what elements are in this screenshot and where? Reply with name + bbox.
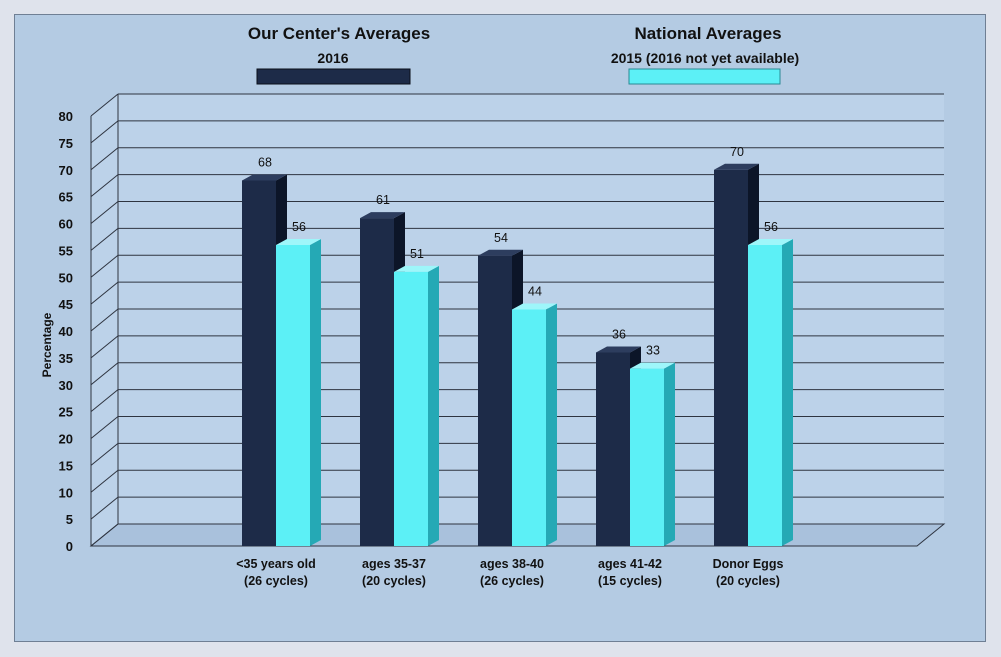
- y-tick-label: 45: [59, 297, 73, 312]
- data-label-our-center-35-years-old: 68: [258, 156, 272, 170]
- y-tick-label: 50: [59, 270, 73, 285]
- x-category-label: <35 years old: [236, 557, 316, 571]
- data-label-our-center-ages-41-42: 36: [612, 328, 626, 342]
- data-labels: 68 56 61 51 54 44 36 33 70 56: [258, 145, 778, 358]
- x-category-sublabel: (15 cycles): [598, 574, 662, 588]
- data-label-national-ages-35-37: 51: [410, 247, 424, 261]
- y-tick-label: 60: [59, 217, 73, 232]
- y-tick-label: 20: [59, 432, 73, 447]
- x-category-sublabel: (26 cycles): [244, 574, 308, 588]
- legend-title-our-center: Our Center's Averages: [248, 24, 430, 43]
- x-category-sublabel: (20 cycles): [362, 574, 426, 588]
- data-label-our-center-ages-38-40: 54: [494, 231, 508, 245]
- data-label-our-center-ages-35-37: 61: [376, 193, 390, 207]
- bar-national-ages-41-42: [630, 362, 675, 546]
- gridline-80: [90, 93, 944, 117]
- y-tick-label: 70: [59, 163, 73, 178]
- data-label-national-ages-41-42: 33: [646, 344, 660, 358]
- legend-title-national: National Averages: [634, 24, 781, 43]
- x-axis-categories: <35 years old (26 cycles) ages 35-37 (20 cy…: [236, 557, 783, 588]
- gridline-70: [90, 147, 944, 171]
- bar-national-donor-eggs: [748, 239, 793, 546]
- y-tick-label: 55: [59, 243, 73, 258]
- legend-subtitle-our-center: 2016: [317, 50, 348, 66]
- y-tick-label: 75: [59, 136, 73, 151]
- y-tick-label: 35: [59, 351, 73, 366]
- legend-swatch-our-center: [256, 68, 411, 85]
- data-label-national-donor-eggs: 56: [764, 220, 778, 234]
- y-axis-ticks: 0 5 10 15 20 25 30 35 40 45 50 55 60 65 70 75 80: [59, 109, 73, 554]
- legend-swatch-national: [628, 68, 781, 85]
- chart: 0 5 10 15 20 25 30 35 40 45 50 55 60 65 70 75 80 Percent…: [40, 24, 946, 588]
- bar-national-35-years-old: [276, 239, 321, 546]
- y-tick-label: 80: [59, 109, 73, 124]
- y-tick-label: 15: [59, 458, 73, 473]
- y-tick-label: 25: [59, 405, 73, 420]
- y-tick-label: 5: [66, 512, 73, 527]
- x-category-sublabel: (20 cycles): [716, 574, 780, 588]
- chart-frame: 0 5 10 15 20 25 30 35 40 45 50 55 60 65 70 75 80 Percent…: [14, 14, 986, 642]
- x-category-sublabel: (26 cycles): [480, 574, 544, 588]
- x-category-label: ages 35-37: [362, 557, 426, 571]
- x-category-label: Donor Eggs: [713, 557, 784, 571]
- x-category-label: ages 41-42: [598, 557, 662, 571]
- legend: Our Center's Averages 2016 National Aver…: [248, 24, 799, 85]
- y-axis-label: Percentage: [40, 312, 54, 377]
- y-tick-label: 30: [59, 378, 73, 393]
- y-tick-label: 10: [59, 485, 73, 500]
- gridline-75: [90, 120, 944, 144]
- data-label-national-ages-38-40: 44: [528, 285, 542, 299]
- bar-national-ages-35-37: [394, 265, 439, 546]
- y-tick-label: 0: [66, 539, 73, 554]
- data-label-national-35-years-old: 56: [292, 220, 306, 234]
- legend-entry-our-center: Our Center's Averages 2016: [248, 24, 430, 85]
- x-category-label: ages 38-40: [480, 557, 544, 571]
- legend-subtitle-national: 2015 (2016 not yet available): [611, 50, 799, 66]
- bar-national-ages-38-40: [512, 303, 557, 546]
- data-label-our-center-donor-eggs: 70: [730, 145, 744, 159]
- legend-entry-national: National Averages 2015 (2016 not yet ava…: [611, 24, 799, 85]
- bars: [242, 163, 793, 546]
- y-tick-label: 40: [59, 324, 73, 339]
- y-tick-label: 65: [59, 190, 73, 205]
